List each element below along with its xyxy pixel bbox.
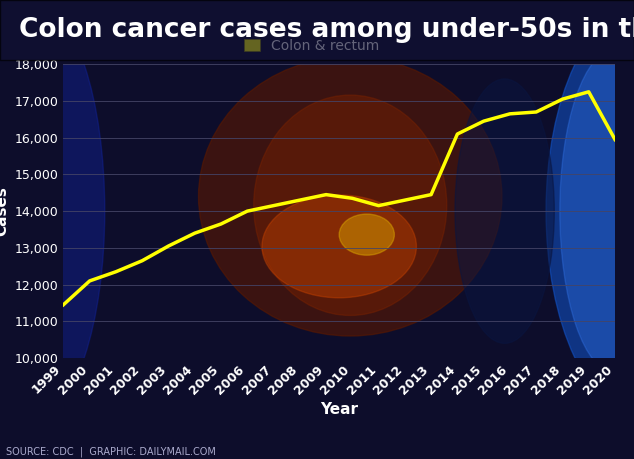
Text: SOURCE: CDC  |  GRAPHIC: DAILYMAIL.COM: SOURCE: CDC | GRAPHIC: DAILYMAIL.COM [6, 446, 216, 457]
Legend: Colon & rectum: Colon & rectum [238, 33, 385, 58]
Text: Colon cancer cases among under-50s in the US: Colon cancer cases among under-50s in th… [19, 17, 634, 43]
Ellipse shape [560, 50, 634, 373]
Ellipse shape [0, 6, 105, 417]
Ellipse shape [455, 79, 554, 343]
Ellipse shape [546, 6, 634, 417]
Ellipse shape [254, 95, 447, 315]
Ellipse shape [262, 195, 417, 298]
Y-axis label: Cases: Cases [0, 186, 9, 236]
Ellipse shape [198, 57, 502, 336]
Ellipse shape [339, 214, 394, 255]
X-axis label: Year: Year [320, 403, 358, 417]
